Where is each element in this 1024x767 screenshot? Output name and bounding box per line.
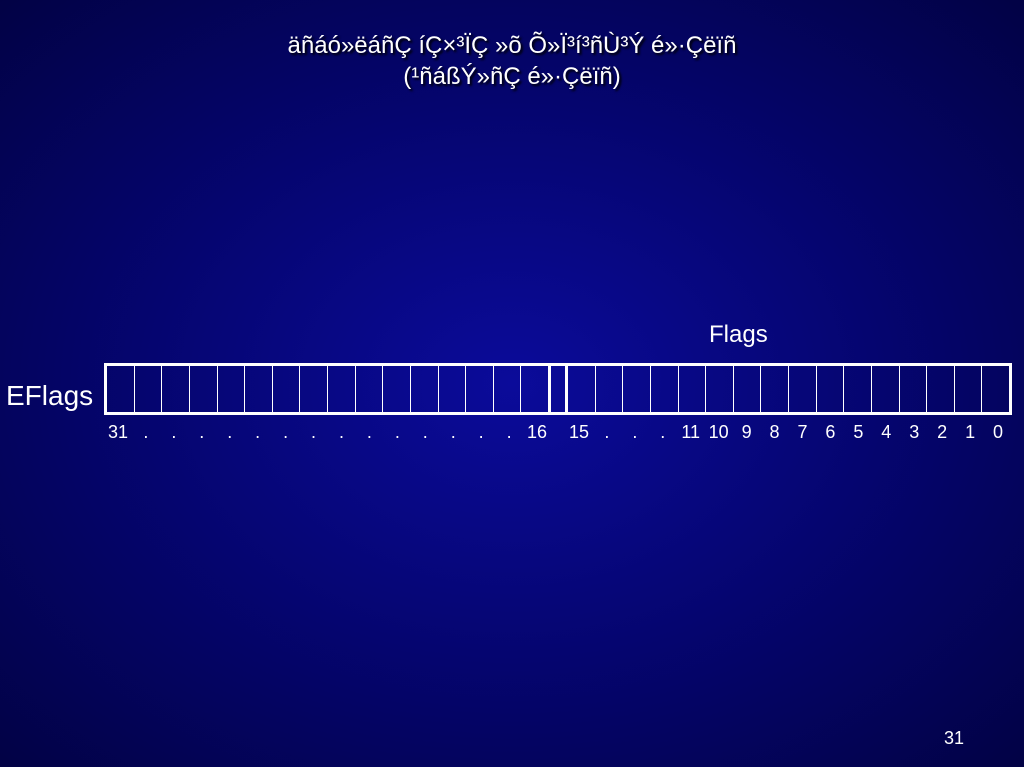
bit-cell [300,366,328,412]
slide-title: äñáó»ëáñÇ íÇ×³ÏÇ »õ Õ»Ï³í³ñÙ³Ý é»·Çëïñ (… [0,0,1024,92]
bit-label: . [272,422,300,443]
bit-label: . [188,422,216,443]
bit-label: 8 [761,422,789,443]
bit-label: 2 [928,422,956,443]
eflags-register-diagram [104,363,1012,415]
bit-cell [651,366,679,412]
bit-label: . [160,422,188,443]
bit-label: 0 [984,422,1012,443]
bit-cell [982,366,1009,412]
bit-cell [761,366,789,412]
bit-label: . [411,422,439,443]
bit-cell [273,366,301,412]
bit-cell [162,366,190,412]
bit-cell [900,366,928,412]
bit-cell [107,366,135,412]
bit-cell [135,366,163,412]
bit-cell [411,366,439,412]
bit-label: . [328,422,356,443]
bit-label: . [383,422,411,443]
bit-number-row: 31..............1615...11109876543210 [104,422,1012,443]
bit-cell [439,366,467,412]
bit-label: 15 [565,422,593,443]
bit-label: . [439,422,467,443]
bit-label: . [300,422,328,443]
bit-cell [596,366,624,412]
bit-cell [521,366,549,412]
bit-label: . [132,422,160,443]
bit-label: 31 [104,422,132,443]
bit-cell [328,366,356,412]
bit-cell [789,366,817,412]
bit-cell [568,366,596,412]
bit-label: 3 [900,422,928,443]
bit-label: 10 [705,422,733,443]
bit-cell [872,366,900,412]
bit-cell [218,366,246,412]
bit-label: . [621,422,649,443]
bit-label: . [216,422,244,443]
bit-label: 4 [872,422,900,443]
bit-label: . [495,422,523,443]
bit-label: . [649,422,677,443]
bit-cell [844,366,872,412]
bit-label: 11 [677,422,705,443]
bit-cell [679,366,707,412]
bit-cell [927,366,955,412]
bit-cell [356,366,384,412]
page-number: 31 [944,728,964,749]
bit-label: . [467,422,495,443]
register-mid-gap [549,366,568,412]
bit-cell [245,366,273,412]
bit-label: 9 [733,422,761,443]
flags-label: Flags [709,321,768,349]
bit-label: . [355,422,383,443]
bit-cell [955,366,983,412]
eflags-label: EFlags [6,380,93,412]
bit-cell [383,366,411,412]
bit-cell [494,366,522,412]
bit-label: 7 [789,422,817,443]
bit-cell [706,366,734,412]
bit-label: 1 [956,422,984,443]
bit-label: . [593,422,621,443]
bit-cell [190,366,218,412]
bit-cell [623,366,651,412]
bit-cell [817,366,845,412]
bit-label: 5 [844,422,872,443]
bit-label: 16 [523,422,551,443]
title-line-2: (¹ñáßÝ»ñÇ é»·Çëïñ) [403,63,620,90]
bit-cell [466,366,494,412]
bit-cell [734,366,762,412]
bit-label: . [244,422,272,443]
title-line-1: äñáó»ëáñÇ íÇ×³ÏÇ »õ Õ»Ï³í³ñÙ³Ý é»·Çëïñ [288,32,737,59]
bit-label: 6 [816,422,844,443]
